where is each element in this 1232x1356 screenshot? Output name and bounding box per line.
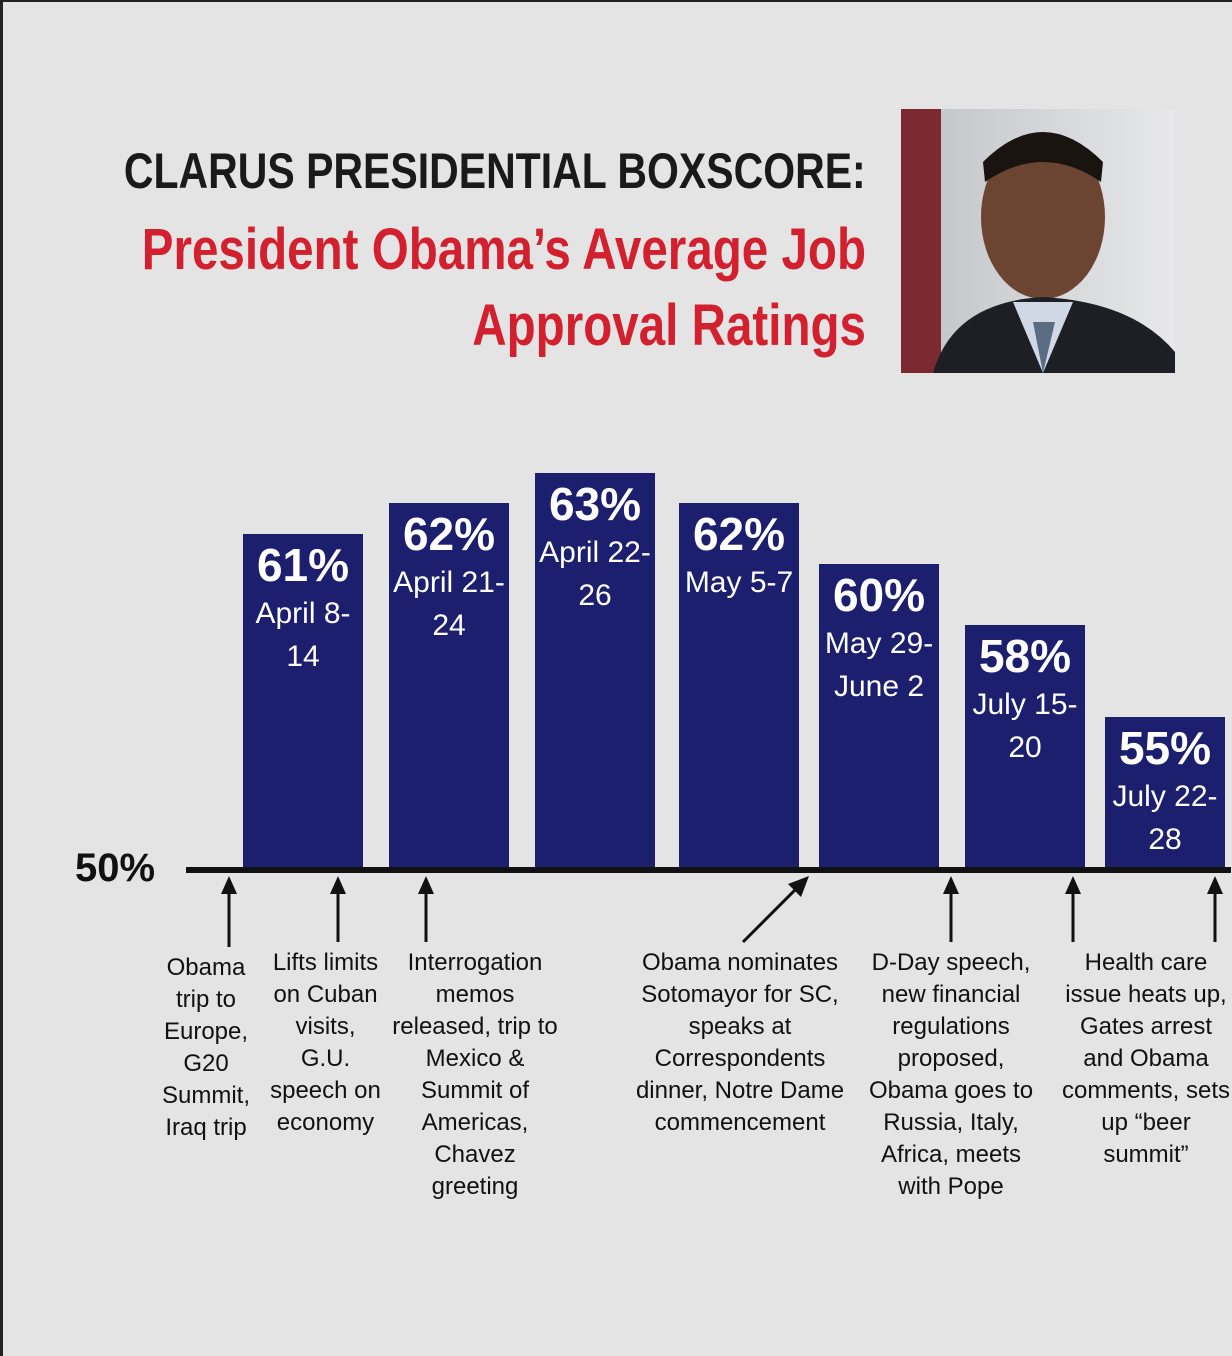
value-label: 63% bbox=[535, 477, 655, 531]
bar: 63%April 22-26 bbox=[535, 473, 655, 867]
y-tick-label: 50% bbox=[75, 846, 155, 891]
annotation: Obama trip to Europe, G20 Summit, Iraq t… bbox=[151, 952, 261, 1144]
bar: 62%May 5-7 bbox=[679, 503, 799, 867]
value-label: 62% bbox=[679, 507, 799, 561]
value-label: 60% bbox=[819, 568, 939, 622]
bar: 61%April 8-14 bbox=[243, 534, 363, 867]
baseline bbox=[186, 867, 1231, 873]
bar: 62%April 21-24 bbox=[389, 503, 509, 867]
value-label: 55% bbox=[1105, 721, 1225, 775]
annotation: Interrogation memos released, trip to Me… bbox=[391, 947, 559, 1203]
category-label: April 21-24 bbox=[389, 561, 509, 647]
category-label: April 8-14 bbox=[243, 592, 363, 678]
value-label: 62% bbox=[389, 507, 509, 561]
value-label: 58% bbox=[965, 629, 1085, 683]
category-label: May 5-7 bbox=[679, 561, 799, 604]
value-label: 61% bbox=[243, 538, 363, 592]
portrait bbox=[901, 109, 1175, 373]
annotation: Health care issue heats up, Gates arrest… bbox=[1061, 947, 1231, 1171]
bar: 60%May 29-June 2 bbox=[819, 564, 939, 867]
category-label: July 15-20 bbox=[965, 683, 1085, 769]
category-label: July 22-28 bbox=[1105, 775, 1225, 861]
annotation: Lifts limits on Cuban visits, G.U. speec… bbox=[268, 947, 383, 1139]
category-label: April 22-26 bbox=[535, 531, 655, 617]
page: CLARUS PRESIDENTIAL BOXSCORE: President … bbox=[0, 0, 1232, 1356]
bar: 58%July 15-20 bbox=[965, 625, 1085, 867]
annotation: D-Day speech, new financial regulations … bbox=[865, 947, 1037, 1203]
arrows bbox=[221, 876, 1223, 947]
bar: 55%July 22-28 bbox=[1105, 717, 1225, 867]
category-label: May 29-June 2 bbox=[819, 622, 939, 708]
annotation: Obama nominates Sotomayor for SC, speaks… bbox=[635, 947, 845, 1139]
